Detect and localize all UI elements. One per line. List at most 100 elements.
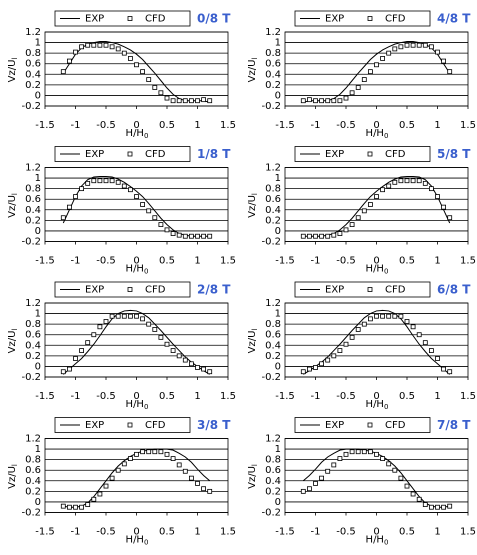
y-axis-label-sub: l <box>251 58 259 60</box>
x-axis-label: H/H0 <box>366 128 389 140</box>
x-axis-label: H/H0 <box>366 399 389 411</box>
x-tick-label: -1.5 <box>275 391 295 402</box>
y-tick-label: 0.4 <box>265 69 281 80</box>
x-tick-label: 1.5 <box>220 256 236 267</box>
cfd-marker <box>115 179 121 185</box>
cfd-marker <box>182 233 188 239</box>
cfd-marker <box>300 488 306 494</box>
cfd-marker <box>134 451 139 457</box>
y-tick-label: 1.2 <box>25 163 41 174</box>
y-tick-label: -0.2 <box>21 237 41 248</box>
cfd-marker <box>306 486 312 492</box>
x-axis-label: H/H0 <box>126 399 149 411</box>
legend-label: EXP <box>85 14 104 25</box>
cfd-marker <box>60 369 66 375</box>
x-tick-label: -1.5 <box>35 527 55 538</box>
x-tick-label: -1.5 <box>275 120 295 131</box>
cfd-marker <box>367 449 373 455</box>
cfd-marker <box>392 467 398 473</box>
y-tick-label: 1.2 <box>25 434 41 445</box>
cfd-marker <box>435 194 440 199</box>
cfd-marker <box>441 204 447 210</box>
cfd-marker <box>410 178 416 184</box>
chart-panel: -0.200.20.40.60.811.2-1.5 -1 -0.5 0 0.5 1 1.5H… <box>7 146 236 276</box>
cfd-marker <box>103 178 109 184</box>
y-tick-label: 0 <box>275 361 281 372</box>
y-tick-label: 0.2 <box>265 486 281 497</box>
chart-panel: -0.200.20.40.60.811.2-1.5 -1 -0.5 0 0.5 1 1.5H… <box>7 417 236 547</box>
cfd-marker <box>188 233 194 239</box>
chart-title: 5/8 T <box>437 147 471 161</box>
y-tick-label: 0.6 <box>25 194 41 205</box>
cfd-marker <box>134 313 139 319</box>
y-axis-label-text: Vz/U <box>7 60 18 83</box>
cfd-marker <box>428 186 434 192</box>
cfd-marker <box>201 366 207 372</box>
legend-label: EXP <box>85 285 104 296</box>
plot-frame <box>44 31 229 107</box>
legend-box <box>294 10 431 27</box>
x-axis-label-sub: 0 <box>144 132 148 140</box>
cfd-marker <box>416 42 422 48</box>
cfd-marker <box>361 449 367 455</box>
cfd-marker <box>188 475 194 481</box>
y-tick-label: 1.2 <box>265 163 281 174</box>
cfd-marker <box>121 461 127 467</box>
x-axis-label-sub: 0 <box>384 539 388 547</box>
x-tick-label: 1.5 <box>460 120 476 131</box>
cfd-marker <box>176 232 182 238</box>
x-axis-label-text: H/H <box>366 399 384 410</box>
cfd-marker <box>158 90 164 96</box>
y-tick-label: 1 <box>35 173 41 184</box>
cfd-marker <box>207 233 213 239</box>
cfd-marker <box>331 353 337 359</box>
cfd-marker <box>386 50 392 56</box>
cfd-marker <box>182 357 188 363</box>
cfd-marker <box>152 85 158 90</box>
cfd-marker <box>176 462 182 468</box>
x-axis-label-text: H/H <box>126 128 144 139</box>
cfd-marker <box>435 504 440 510</box>
y-axis-label: Vz/Ul <box>247 464 259 489</box>
cfd-marker <box>97 491 103 497</box>
y-tick-label: -0.2 <box>261 372 281 383</box>
cfd-marker <box>374 194 379 199</box>
y-tick-label: 0.4 <box>265 476 281 487</box>
cfd-marker <box>404 483 410 489</box>
y-tick-label: 1 <box>275 38 281 49</box>
y-tick-label: -0.2 <box>21 372 41 383</box>
y-tick-label: 0.4 <box>265 205 281 216</box>
x-tick-label: 1.5 <box>460 527 476 538</box>
exp-line <box>303 309 451 375</box>
legend-marker <box>367 422 373 428</box>
cfd-marker <box>313 233 318 239</box>
cfd-marker <box>164 451 170 457</box>
plot-frame <box>44 167 229 242</box>
cfd-marker <box>435 49 440 55</box>
cfd-marker <box>103 42 109 48</box>
cfd-marker <box>195 481 200 486</box>
cfd-marker <box>380 456 386 461</box>
cfd-marker <box>300 369 306 375</box>
chart-title: 3/8 T <box>197 418 231 432</box>
x-axis-label-text: H/H <box>366 535 384 546</box>
cfd-marker <box>404 42 410 48</box>
cfd-marker <box>170 231 176 236</box>
cfd-marker <box>343 227 349 233</box>
y-tick-label: 1 <box>275 173 281 184</box>
y-tick-label: 0.4 <box>25 69 41 80</box>
cfd-marker <box>201 486 207 492</box>
x-tick-label: 0.5 <box>399 391 415 402</box>
exp-line <box>302 448 450 508</box>
cfd-marker <box>319 98 325 104</box>
cfd-marker <box>343 451 349 457</box>
y-tick-label: 0 <box>275 226 281 237</box>
cfd-marker <box>67 504 72 510</box>
y-tick-label: 0.6 <box>265 465 281 476</box>
x-tick-label: -0.5 <box>96 391 116 402</box>
y-axis-label-sub: l <box>11 193 19 195</box>
chart-panel: -0.200.20.40.60.811.2-1.5 -1 -0.5 0 0.5 1 1.5H… <box>7 10 236 140</box>
cfd-marker <box>201 97 207 103</box>
y-tick-label: 0 <box>275 497 281 508</box>
legend-label: CFD <box>385 149 406 160</box>
